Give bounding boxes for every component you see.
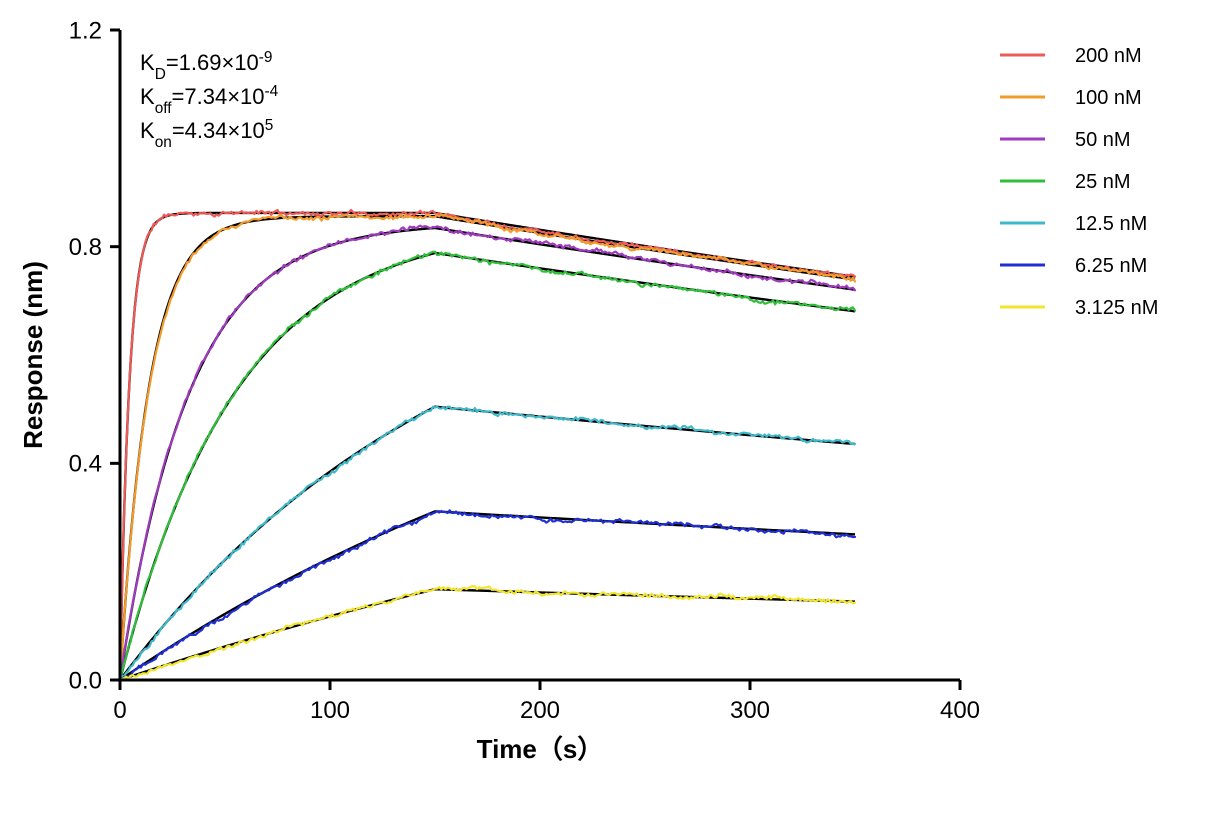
y-axis-label: Response (nm) [18,261,48,449]
chart-container: 0 100 200 300 400 0.0 0.4 0.8 1.2 Time（s） Response… [0,0,1231,825]
legend-label: 25 nM [1075,171,1131,193]
y-tick-label: 0.0 [69,667,102,694]
legend-label: 6.25 nM [1075,255,1147,277]
x-tick-label: 0 [113,697,126,724]
legend-label: 3.125 nM [1075,297,1158,319]
y-tick-label: 0.4 [69,451,102,478]
legend-label: 100 nM [1075,87,1142,109]
x-tick-label: 100 [310,697,350,724]
legend-label: 200 nM [1075,45,1142,67]
y-tick-label: 1.2 [69,17,102,44]
kinetics-chart: 0 100 200 300 400 0.0 0.4 0.8 1.2 Time（s） Response… [0,0,1231,825]
x-tick-label: 400 [940,697,980,724]
x-tick-label: 200 [520,697,560,724]
x-axis-label: Time（s） [477,734,604,764]
y-tick-label: 0.8 [69,234,102,261]
x-tick-label: 300 [730,697,770,724]
legend-label: 50 nM [1075,129,1131,151]
legend-label: 12.5 nM [1075,213,1147,235]
